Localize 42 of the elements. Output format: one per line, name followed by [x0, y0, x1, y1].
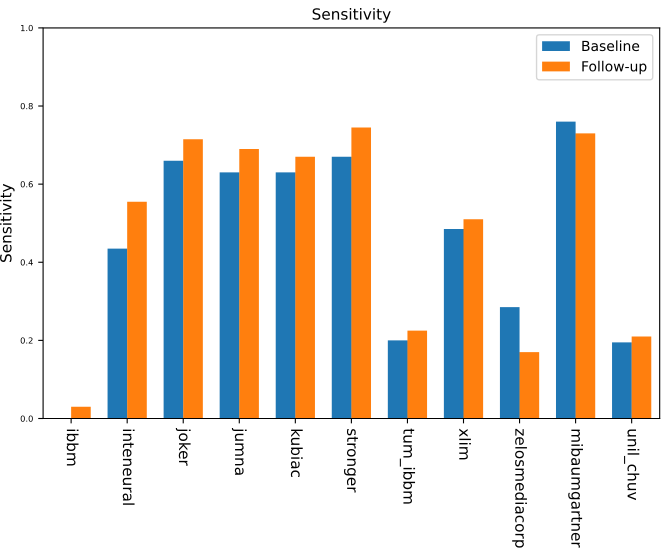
bar — [276, 172, 296, 418]
x-tick-label: xlim — [459, 428, 471, 460]
y-tick-label: 0.8 — [20, 103, 33, 110]
bar — [239, 148, 259, 418]
x-tick-label: stronger — [344, 429, 358, 493]
bar — [295, 156, 315, 418]
bar — [576, 133, 596, 418]
y-tick-label: 1.0 — [21, 24, 33, 32]
bar — [127, 202, 147, 418]
y-tick-label: 0.6 — [20, 181, 33, 188]
x-tick-label: zelosmediacorp — [512, 428, 527, 548]
bar — [444, 229, 464, 418]
x-tick-label: tum_ibbm — [400, 428, 416, 504]
bar — [388, 340, 408, 418]
x-tick-label: mibaumgartner — [568, 430, 583, 548]
bar — [332, 156, 352, 418]
y-tick-label: 0.4 — [20, 259, 33, 266]
bar — [220, 172, 240, 418]
bar — [612, 342, 632, 418]
bar — [183, 139, 203, 418]
chart-title: Sensitivity — [312, 8, 391, 23]
bar — [500, 307, 520, 418]
y-axis-title: Sensitivity — [0, 184, 15, 262]
x-tick-label: jumna — [232, 428, 247, 475]
x-tick-label: inteneural — [122, 430, 135, 505]
y-tick-label: 0.2 — [20, 337, 33, 344]
legend-label: Baseline — [582, 40, 640, 52]
bar — [108, 248, 128, 418]
bar — [351, 128, 372, 418]
x-tick-label: ibbm — [66, 430, 79, 466]
x-tick-label: unil_chuv — [624, 430, 640, 500]
y-tick-label: 0.0 — [20, 415, 33, 422]
x-tick-label: kubiac — [290, 430, 303, 478]
bar — [632, 336, 652, 418]
bar — [463, 219, 484, 418]
x-tick-label: joker — [176, 428, 191, 466]
legend-label: Follow-up — [582, 60, 646, 74]
bar — [164, 160, 184, 418]
bar — [520, 352, 540, 418]
bar — [71, 406, 91, 418]
bar — [556, 122, 576, 418]
bar — [407, 330, 428, 418]
